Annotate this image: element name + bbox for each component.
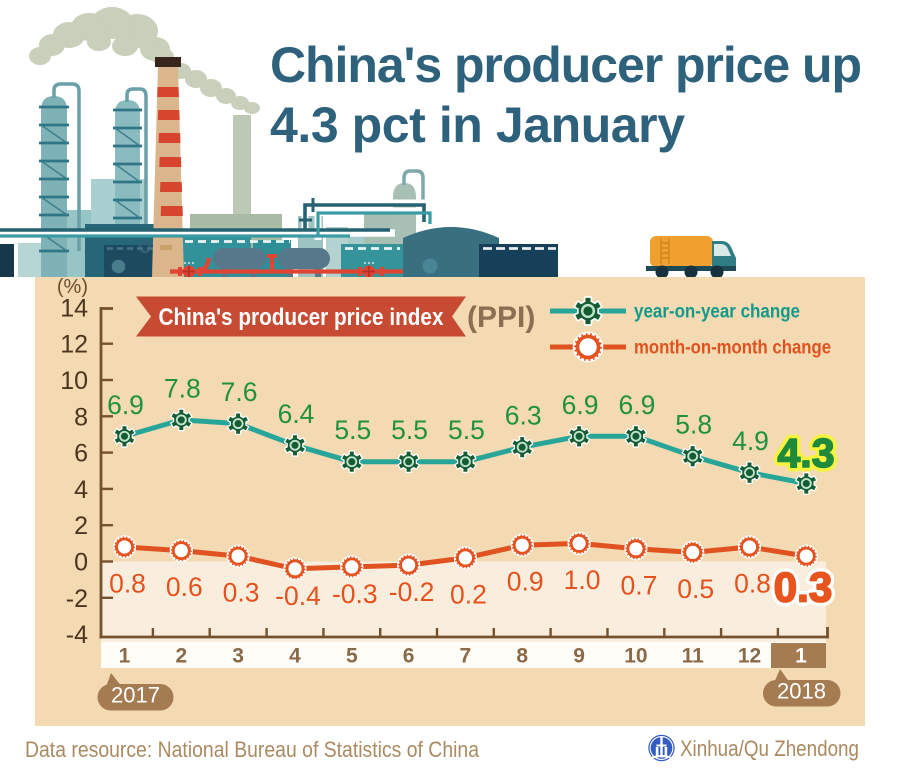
svg-text:1: 1: [795, 645, 807, 668]
svg-text:0.8: 0.8: [109, 569, 146, 599]
svg-text:0.8: 0.8: [734, 569, 771, 599]
svg-text:14: 14: [60, 294, 88, 322]
svg-text:6.9: 6.9: [562, 390, 599, 420]
svg-text:12: 12: [738, 645, 761, 668]
svg-text:-0.2: -0.2: [389, 577, 435, 607]
svg-text:9: 9: [573, 645, 585, 668]
svg-text:0.2: 0.2: [450, 579, 487, 609]
svg-text:2018: 2018: [777, 679, 826, 704]
svg-text:10: 10: [624, 645, 647, 668]
svg-text:0.3: 0.3: [774, 564, 832, 611]
svg-text:(PPI): (PPI): [467, 301, 535, 334]
svg-text:5: 5: [346, 645, 358, 668]
svg-text:6.3: 6.3: [505, 401, 542, 431]
svg-text:0.3: 0.3: [774, 564, 832, 611]
svg-text:1: 1: [119, 645, 131, 668]
svg-text:5.5: 5.5: [448, 415, 485, 445]
svg-text:Data resource: National Bureau: Data resource: National Bureau of Statis…: [25, 737, 480, 762]
svg-text:4: 4: [289, 645, 301, 668]
svg-text:0.6: 0.6: [166, 572, 203, 602]
svg-text:0.7: 0.7: [620, 570, 657, 600]
svg-text:-2: -2: [66, 585, 88, 613]
svg-text:5.8: 5.8: [675, 410, 712, 440]
svg-text:4.9: 4.9: [732, 426, 769, 456]
svg-text:4: 4: [74, 476, 88, 504]
svg-text:11: 11: [682, 645, 705, 668]
svg-text:-0.4: -0.4: [275, 581, 321, 611]
svg-text:7: 7: [460, 645, 472, 668]
svg-text:-4: -4: [66, 621, 88, 649]
svg-text:2: 2: [74, 512, 88, 540]
svg-text:2017: 2017: [111, 683, 160, 708]
svg-text:0.5: 0.5: [677, 574, 714, 604]
svg-text:8: 8: [516, 645, 528, 668]
svg-text:6.4: 6.4: [278, 399, 315, 429]
svg-text:7.6: 7.6: [221, 377, 258, 407]
svg-text:4.3: 4.3: [778, 430, 835, 476]
svg-text:8: 8: [74, 403, 88, 431]
svg-text:1.0: 1.0: [564, 565, 601, 595]
svg-text:6: 6: [403, 645, 415, 668]
svg-text:-0.3: -0.3: [332, 579, 378, 609]
svg-text:0.3: 0.3: [223, 578, 260, 608]
svg-text:12: 12: [60, 331, 88, 359]
svg-text:2: 2: [175, 645, 187, 668]
svg-text:5.5: 5.5: [334, 415, 371, 445]
svg-text:Xinhua/Qu Zhendong: Xinhua/Qu Zhendong: [680, 736, 859, 761]
svg-text:6.9: 6.9: [107, 390, 144, 420]
svg-text:6.9: 6.9: [618, 390, 655, 420]
svg-text:(%): (%): [57, 276, 88, 298]
svg-text:5.5: 5.5: [391, 415, 428, 445]
svg-text:0.9: 0.9: [507, 567, 544, 597]
svg-text:3: 3: [232, 645, 244, 668]
svg-text:0: 0: [74, 549, 88, 577]
svg-text:month-on-month change: month-on-month change: [634, 338, 831, 359]
svg-text:China's producer price up: China's producer price up: [270, 37, 862, 93]
svg-text:4.3 pct in January: 4.3 pct in January: [270, 97, 685, 153]
svg-text:10: 10: [60, 367, 88, 395]
svg-text:year-on-year change: year-on-year change: [634, 302, 800, 323]
svg-text:7.8: 7.8: [164, 373, 201, 403]
svg-text:4.3: 4.3: [778, 430, 835, 476]
svg-text:China's producer price index: China's producer price index: [159, 304, 445, 331]
svg-text:6: 6: [74, 440, 88, 468]
